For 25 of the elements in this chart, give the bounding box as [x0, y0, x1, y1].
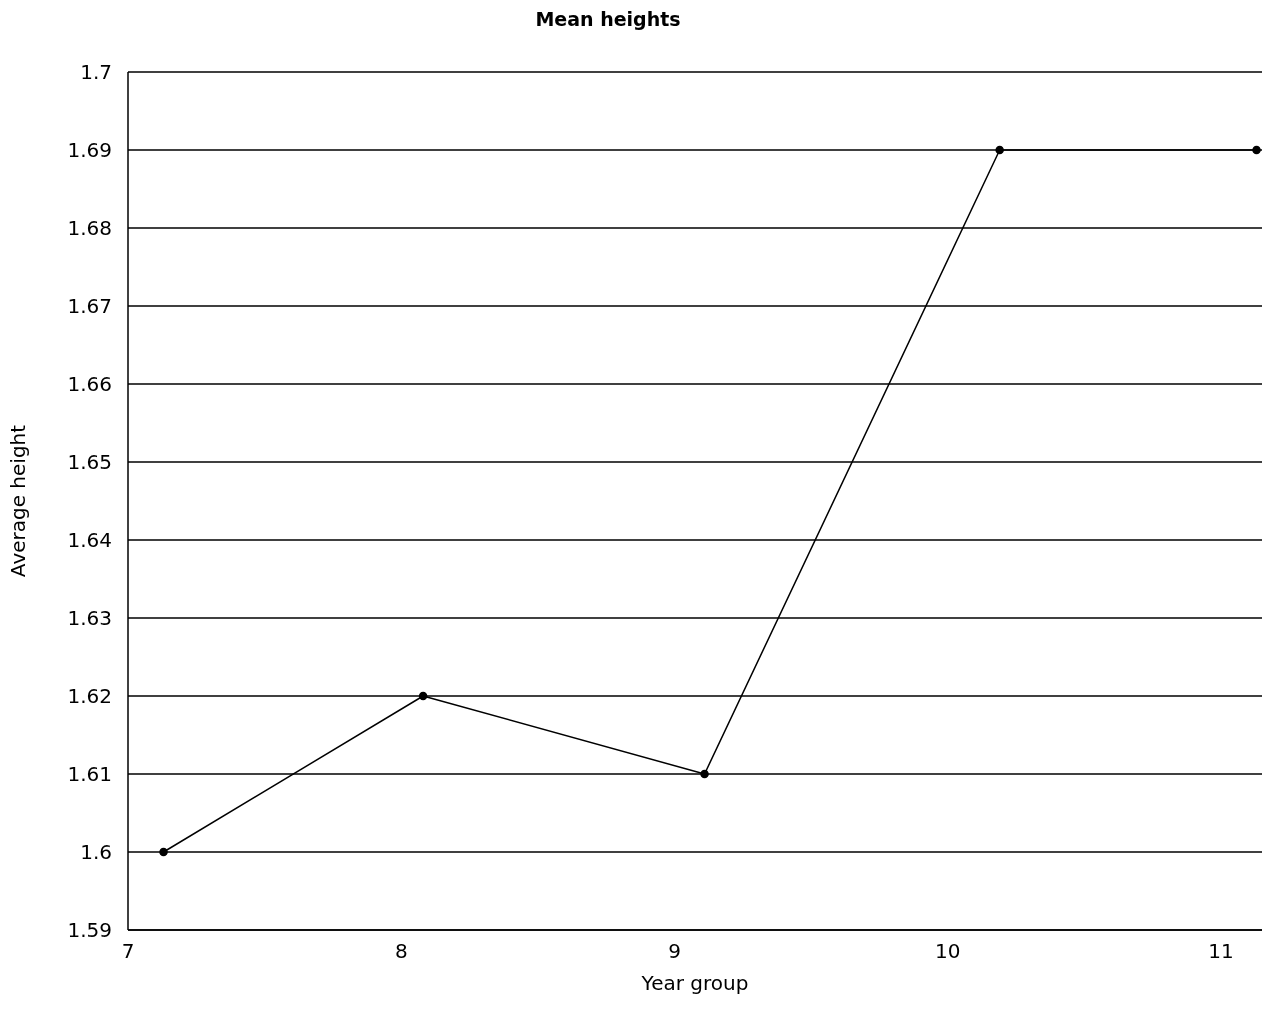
point [700, 769, 709, 779]
x-axis-title: Year group [640, 971, 749, 995]
y-tick-label: 1.6 [80, 840, 112, 865]
y-tick-label: 1.7 [80, 60, 112, 85]
y-tick-label: 1.68 [67, 216, 112, 241]
y-tick-label: 1.69 [67, 138, 112, 163]
point [1252, 145, 1261, 155]
y-tick-label: 1.65 [67, 450, 112, 475]
point [418, 691, 428, 701]
y-tick-label: 1.66 [67, 372, 112, 397]
x-tick-label: 11 [1208, 939, 1234, 964]
y-tick-label: 1.64 [67, 528, 112, 553]
chart-title: Mean heights [534, 8, 682, 30]
x-tick-label: 9 [668, 939, 681, 964]
x-tick-label: 7 [121, 939, 135, 964]
y-tick-label: 1.67 [67, 294, 112, 319]
point [995, 145, 1004, 155]
x-tick-label: 10 [935, 939, 961, 964]
x-tick-label: 8 [394, 939, 408, 964]
y-tick-label: 1.62 [67, 684, 112, 709]
y-tick-label: 1.61 [67, 762, 112, 787]
y-axis-title: Average height [6, 424, 31, 578]
y-tick-label: 1.59 [67, 918, 112, 943]
y-tick-label: 1.63 [67, 606, 112, 631]
point [159, 847, 168, 857]
